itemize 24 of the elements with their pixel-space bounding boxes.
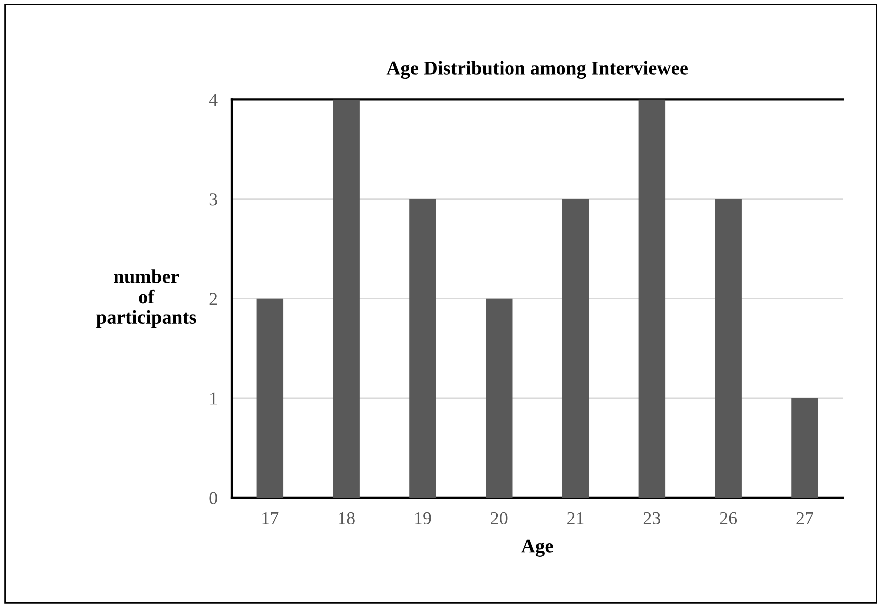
bar bbox=[486, 298, 513, 498]
x-tick-label: 21 bbox=[568, 512, 584, 524]
bar bbox=[410, 199, 436, 498]
bar bbox=[792, 398, 818, 498]
bar bbox=[256, 298, 284, 498]
x-tick-label: 23 bbox=[644, 512, 661, 525]
x-tick-label: 20 bbox=[491, 512, 508, 525]
bar bbox=[715, 199, 742, 498]
chart-title: Age Distribution among Interviewee bbox=[386, 61, 688, 80]
x-tick-label: 19 bbox=[416, 512, 432, 525]
bar bbox=[562, 199, 590, 498]
y-tick-label: 1 bbox=[210, 392, 217, 405]
y-axis-title: number of participants bbox=[96, 270, 196, 328]
x-tick-label: 26 bbox=[720, 512, 738, 525]
x-tick-label: 27 bbox=[796, 512, 814, 524]
x-tick-label: 17 bbox=[262, 512, 279, 524]
y-tick-label: 0 bbox=[210, 492, 218, 504]
y-tick-label: 2 bbox=[210, 293, 218, 306]
y-tick-label: 4 bbox=[209, 94, 218, 106]
x-tick-label: 18 bbox=[339, 512, 355, 525]
bar bbox=[333, 100, 360, 498]
bar bbox=[638, 100, 666, 498]
y-tick-label: 3 bbox=[210, 194, 218, 206]
x-axis-title: Age bbox=[522, 540, 554, 557]
